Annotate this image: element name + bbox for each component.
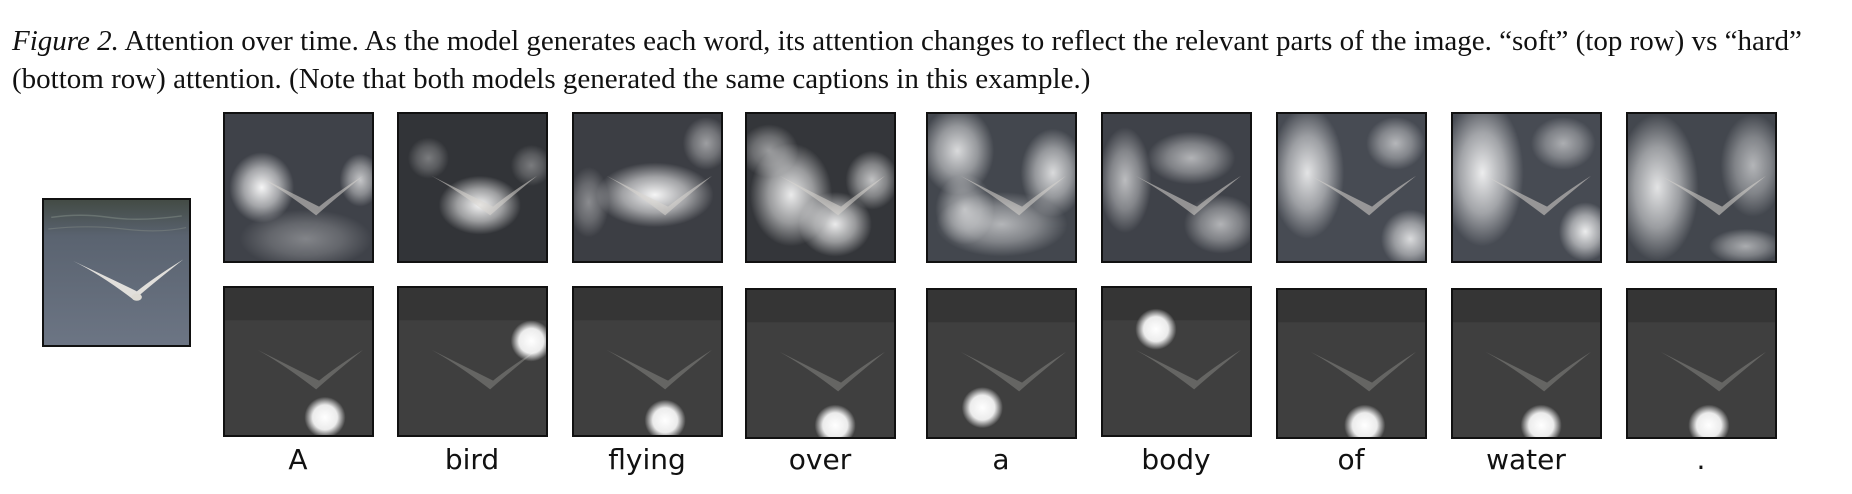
soft-attention-map: [1103, 114, 1250, 261]
hard-attention-map: [1628, 290, 1775, 437]
soft-attention-map: [574, 114, 721, 261]
word-label-1: A: [288, 443, 308, 476]
hard-attention-map: [747, 290, 894, 437]
hard-attention-map: [1103, 288, 1250, 435]
hard-attention-map: [574, 288, 721, 435]
word-label-8: water: [1486, 443, 1566, 476]
original-image: [42, 198, 191, 347]
hard-attention-tile-9: [1626, 288, 1777, 439]
soft-attention-tile-2: [397, 112, 548, 263]
hard-attention-map: [928, 290, 1075, 437]
word-label-6: body: [1141, 443, 1211, 476]
soft-attention-map: [1453, 114, 1600, 261]
bird-photo-icon: [44, 200, 189, 345]
hard-attention-tile-1: [223, 286, 374, 437]
hard-attention-map: [1453, 290, 1600, 437]
soft-attention-tile-1: [223, 112, 374, 263]
soft-attention-map: [1628, 114, 1775, 261]
soft-attention-map: [747, 114, 894, 261]
soft-attention-tile-6: [1101, 112, 1252, 263]
hard-attention-tile-6: [1101, 286, 1252, 437]
word-label-3: flying: [608, 443, 686, 476]
hard-attention-tile-7: [1276, 288, 1427, 439]
soft-attention-map: [399, 114, 546, 261]
soft-attention-map: [225, 114, 372, 261]
word-label-5: a: [992, 443, 1010, 476]
hard-attention-tile-3: [572, 286, 723, 437]
soft-attention-tile-7: [1276, 112, 1427, 263]
word-label-4: over: [788, 443, 852, 476]
figure-label: Figure 2.: [12, 25, 119, 57]
hard-attention-map: [399, 288, 546, 435]
word-label-7: of: [1337, 443, 1365, 476]
hard-attention-map: [1278, 290, 1425, 437]
hard-attention-tile-8: [1451, 288, 1602, 439]
figure-caption-text: Attention over time. As the model genera…: [12, 25, 1802, 95]
soft-attention-tile-4: [745, 112, 896, 263]
soft-attention-map: [928, 114, 1075, 261]
figure-caption: Figure 2. Attention over time. As the mo…: [12, 22, 1842, 98]
word-label-2: bird: [444, 443, 500, 476]
soft-attention-tile-5: [926, 112, 1077, 263]
hard-attention-tile-2: [397, 286, 548, 437]
soft-attention-tile-3: [572, 112, 723, 263]
hard-attention-tile-4: [745, 288, 896, 439]
hard-attention-tile-5: [926, 288, 1077, 439]
soft-attention-tile-9: [1626, 112, 1777, 263]
word-label-9: .: [1696, 443, 1706, 476]
hard-attention-map: [225, 288, 372, 435]
soft-attention-map: [1278, 114, 1425, 261]
soft-attention-tile-8: [1451, 112, 1602, 263]
